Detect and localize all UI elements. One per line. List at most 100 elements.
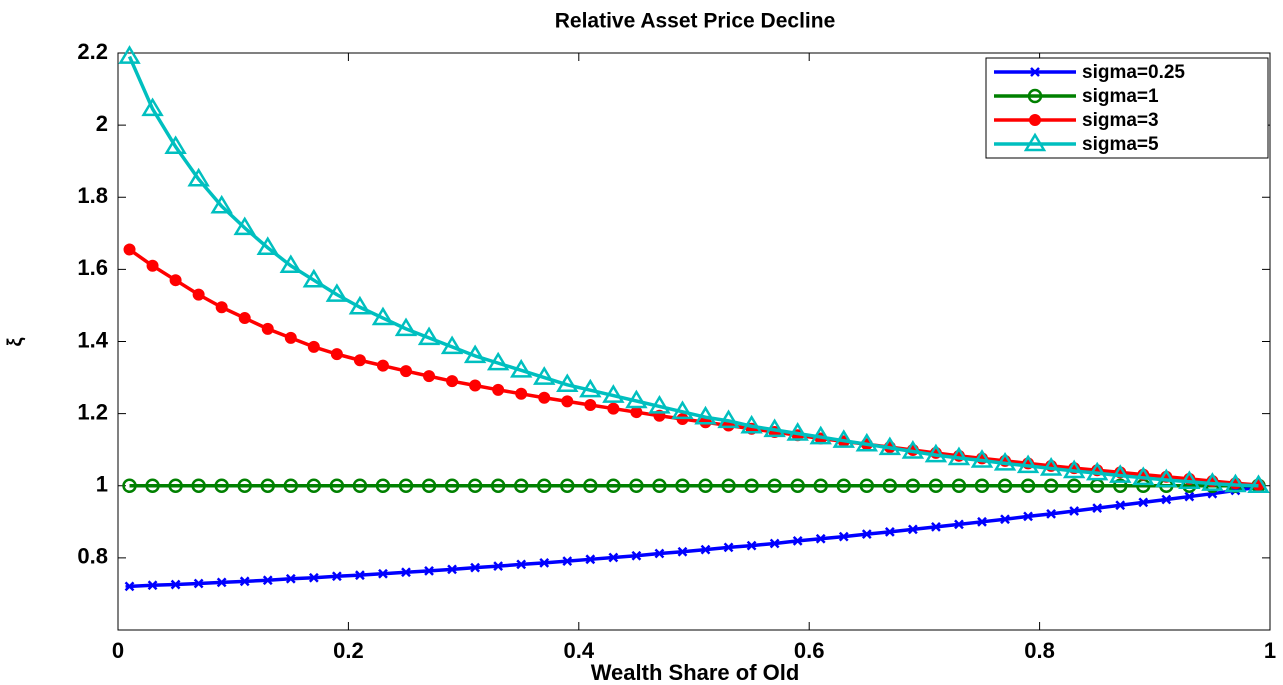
marker xyxy=(1020,478,1036,493)
marker xyxy=(815,533,826,544)
marker xyxy=(423,370,436,383)
marker xyxy=(855,432,879,452)
marker xyxy=(1178,470,1201,490)
marker xyxy=(717,409,740,429)
marker xyxy=(302,268,326,288)
marker xyxy=(371,306,395,326)
marker xyxy=(1092,503,1103,513)
marker xyxy=(607,402,620,415)
marker xyxy=(440,335,464,355)
marker xyxy=(146,259,159,272)
marker xyxy=(1201,472,1224,491)
marker xyxy=(1224,473,1247,493)
marker xyxy=(585,554,596,565)
legend-marker xyxy=(1029,114,1041,126)
marker xyxy=(1039,457,1063,476)
marker xyxy=(261,322,274,335)
y-tick-label: 1.2 xyxy=(77,399,108,424)
marker xyxy=(1155,468,1178,488)
marker xyxy=(769,538,780,549)
marker xyxy=(813,478,828,493)
marker xyxy=(583,478,598,493)
marker xyxy=(398,478,414,493)
marker xyxy=(977,516,987,527)
marker xyxy=(284,331,297,344)
marker xyxy=(492,383,505,396)
legend-marker xyxy=(1027,88,1043,104)
marker xyxy=(285,573,296,584)
marker xyxy=(677,546,688,557)
marker xyxy=(279,254,303,274)
marker xyxy=(584,398,597,411)
marker xyxy=(421,478,437,493)
x-tick-label: 0 xyxy=(112,638,124,663)
marker xyxy=(579,378,602,398)
marker xyxy=(630,406,643,419)
y-tick-label: 2.2 xyxy=(77,39,108,64)
marker xyxy=(237,478,252,493)
marker xyxy=(490,478,506,493)
marker xyxy=(675,478,690,493)
marker xyxy=(928,478,944,493)
marker xyxy=(884,527,895,537)
marker xyxy=(516,559,527,570)
marker xyxy=(861,529,872,539)
marker xyxy=(993,451,1017,471)
marker xyxy=(376,359,389,372)
marker xyxy=(723,542,734,553)
marker xyxy=(446,375,459,388)
marker xyxy=(214,478,229,493)
marker xyxy=(469,379,482,392)
marker xyxy=(123,243,136,256)
legend-label: sigma=1 xyxy=(1082,86,1159,107)
marker xyxy=(164,135,187,155)
marker xyxy=(1062,459,1086,479)
marker xyxy=(1132,466,1155,486)
marker xyxy=(1184,491,1195,502)
marker xyxy=(786,422,809,441)
marker xyxy=(168,478,183,493)
marker xyxy=(740,414,763,434)
marker xyxy=(631,550,642,561)
marker xyxy=(308,572,319,583)
marker xyxy=(792,536,803,546)
marker xyxy=(694,405,717,425)
marker xyxy=(1247,474,1270,493)
marker xyxy=(1043,478,1059,493)
marker xyxy=(790,478,805,493)
marker xyxy=(539,558,550,568)
marker xyxy=(233,216,256,236)
y-tick-label: 1.4 xyxy=(77,327,108,352)
marker xyxy=(832,429,855,448)
marker xyxy=(170,579,181,590)
marker xyxy=(325,283,349,302)
marker xyxy=(1109,464,1132,483)
marker xyxy=(444,478,460,493)
marker xyxy=(538,391,551,404)
marker xyxy=(951,478,967,493)
y-tick-label: 1.6 xyxy=(77,255,108,280)
marker xyxy=(836,478,852,493)
x-tick-label: 0.8 xyxy=(1024,638,1055,663)
marker xyxy=(424,565,434,576)
marker xyxy=(1085,461,1109,481)
marker xyxy=(1112,478,1128,493)
y-axis-label: ξ xyxy=(4,337,26,346)
marker xyxy=(515,387,528,400)
marker xyxy=(901,440,925,459)
marker xyxy=(330,348,343,361)
marker xyxy=(721,478,736,493)
marker xyxy=(698,478,713,493)
marker xyxy=(124,581,135,592)
marker xyxy=(122,478,137,493)
marker xyxy=(1115,500,1126,511)
marker xyxy=(447,564,457,575)
y-tick-label: 0.8 xyxy=(77,544,108,569)
x-axis-label: Wealth Share of Old xyxy=(591,660,800,685)
marker xyxy=(329,478,345,493)
marker xyxy=(700,544,711,555)
y-tick-label: 2 xyxy=(96,111,108,136)
marker xyxy=(513,478,529,493)
marker xyxy=(238,312,251,325)
